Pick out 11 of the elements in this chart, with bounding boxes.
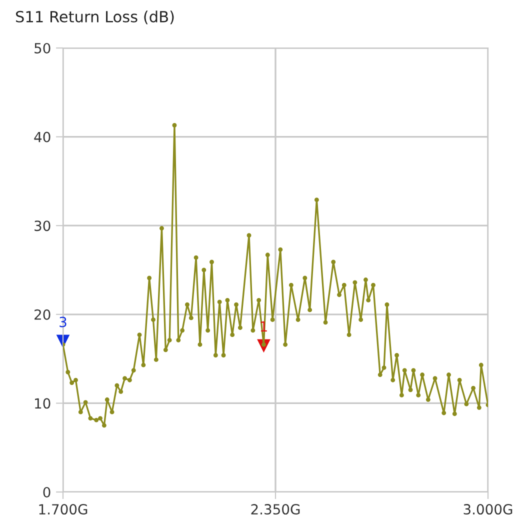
x-tick-label: 1.700G — [39, 504, 88, 515]
y-tick-label: 10 — [35, 398, 50, 409]
chart-title: S11 Return Loss (dB) — [16, 10, 174, 24]
x-tick-label: 3.000G — [464, 504, 512, 515]
annotation: 3 — [60, 316, 66, 328]
y-tick-label: 50 — [34, 42, 50, 54]
y-tick-label: 40 — [34, 132, 50, 142]
x-tick-label: 2.350G — [251, 504, 300, 515]
y-tick-label: 0 — [43, 486, 50, 498]
y-tick-label: 20 — [34, 309, 50, 320]
y-tick-label: 30 — [34, 220, 50, 232]
